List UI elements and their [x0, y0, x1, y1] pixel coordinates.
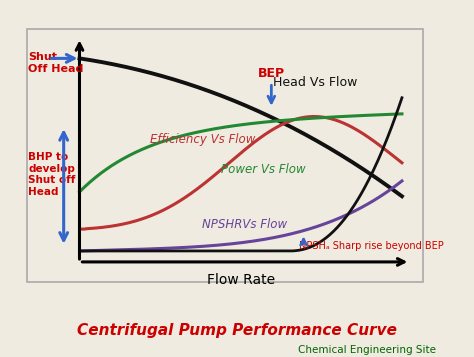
- Text: NPSHRVs Flow: NPSHRVs Flow: [202, 218, 287, 231]
- Text: BEP: BEP: [258, 67, 285, 80]
- Text: Efficiency Vs Flow: Efficiency Vs Flow: [150, 133, 256, 146]
- Text: NPSHₐ Sharp rise beyond BEP: NPSHₐ Sharp rise beyond BEP: [299, 241, 444, 251]
- Text: Power Vs Flow: Power Vs Flow: [221, 164, 306, 176]
- Text: Head Vs Flow: Head Vs Flow: [273, 76, 357, 89]
- Text: Flow Rate: Flow Rate: [207, 273, 275, 287]
- Text: Centrifugal Pump Performance Curve: Centrifugal Pump Performance Curve: [77, 323, 397, 338]
- Text: BHP to
develop
Shut off
Head: BHP to develop Shut off Head: [28, 152, 76, 197]
- Text: Shut
Off Head: Shut Off Head: [28, 52, 84, 74]
- Text: Chemical Engineering Site: Chemical Engineering Site: [298, 345, 436, 355]
